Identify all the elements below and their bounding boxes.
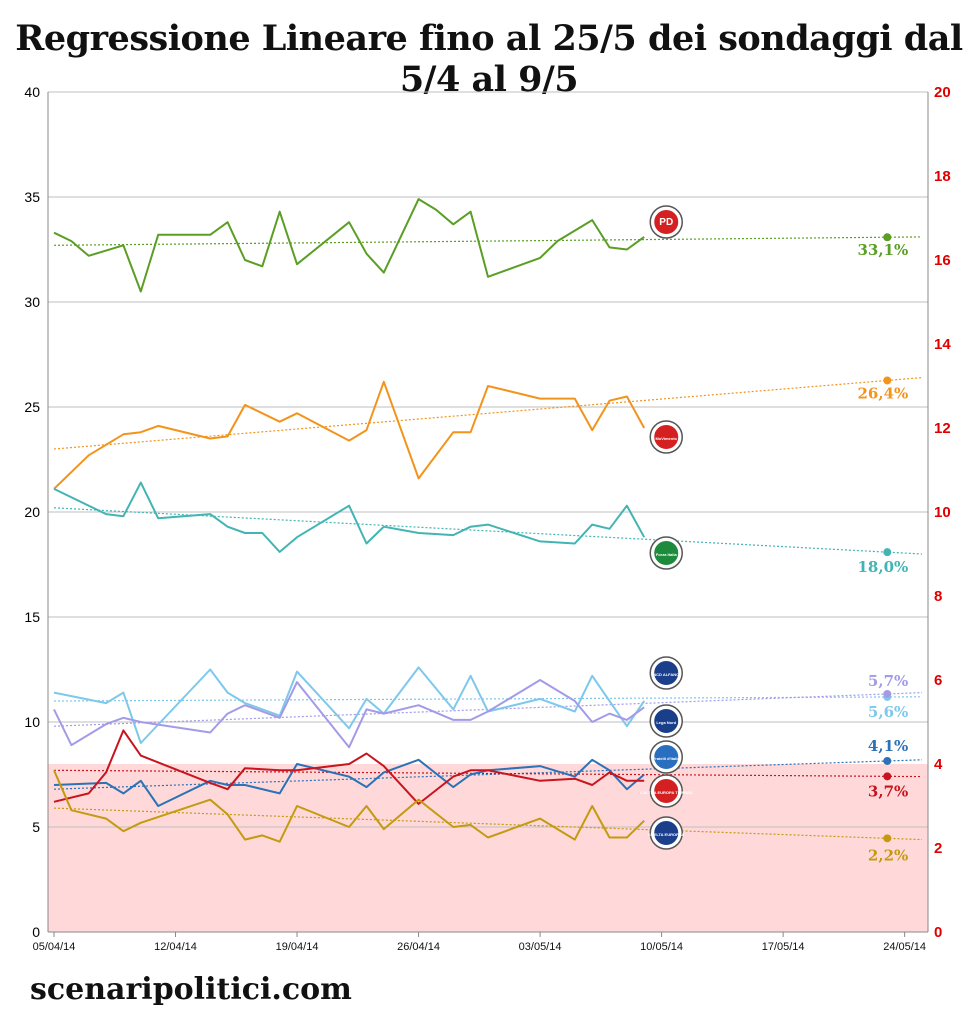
x-tick-label: 03/05/14	[519, 941, 562, 953]
series-line	[53, 769, 645, 843]
party-logo-text: PD	[659, 217, 673, 228]
end-value-label: 33,1%	[857, 241, 908, 259]
y-left-tick-label: 30	[24, 294, 40, 310]
trend-line	[53, 769, 923, 778]
party-logo-text: NCD ALFANO	[653, 672, 679, 677]
series-line	[53, 679, 645, 749]
axes	[47, 92, 929, 933]
end-marker	[883, 233, 892, 242]
x-tick-label: 10/05/14	[640, 941, 683, 953]
y-right-tick-label: 10	[934, 504, 951, 521]
party-logo-icon: L'ALTRA EUROPA TSIPRAS	[640, 774, 693, 808]
y-right-tick-label: 12	[934, 420, 951, 437]
threshold-band	[48, 764, 928, 932]
party-logo-text: MoVimento	[655, 436, 677, 441]
trend-line	[53, 807, 923, 841]
site-footer: scenaripolitici.com	[30, 972, 352, 1007]
party-logo-disc	[653, 424, 680, 450]
y-right-tick-label: 16	[934, 252, 951, 269]
party-logo-icon: Forza Italia	[649, 536, 683, 570]
x-tick-label: 17/05/14	[762, 941, 805, 953]
party-logo-icon: Lega Nord	[649, 704, 683, 738]
trend-line	[53, 759, 923, 790]
y-right-tick-label: 20	[934, 84, 951, 101]
y-left-tick-label: 5	[32, 819, 40, 835]
end-marker	[883, 834, 892, 843]
end-value-label: 3,7%	[868, 782, 908, 800]
end-marker	[883, 376, 892, 385]
chart-title: Regressione Lineare fino al 25/5 dei son…	[15, 18, 963, 100]
series-lines	[53, 198, 646, 843]
x-tick-label: 19/04/14	[276, 941, 319, 953]
y-left-tick-label: 25	[24, 399, 40, 415]
end-value-label: 26,4%	[857, 384, 908, 402]
party-logo-text: Fratelli d'Italia	[653, 756, 681, 761]
y-right-tick-label: 18	[934, 168, 951, 185]
party-logo-disc	[653, 820, 680, 846]
party-logo-disc	[653, 540, 680, 566]
party-logo-text: Forza Italia	[656, 552, 678, 557]
end-value-label: 5,6%	[868, 703, 908, 721]
party-logo-text: SCELTA EUROPEA	[648, 832, 684, 837]
series-line	[53, 380, 646, 490]
party-logo-icon: NCD ALFANO	[649, 656, 683, 690]
x-tick-label: 12/04/14	[154, 941, 197, 953]
y-left-tick-label: 40	[24, 84, 40, 100]
series-line	[53, 729, 645, 805]
party-logo-icon: MoVimento	[649, 420, 683, 454]
grid-lines	[48, 91, 928, 933]
end-marker	[883, 689, 892, 698]
trend-line	[53, 507, 923, 555]
end-value-label: 2,2%	[868, 846, 908, 864]
y-left-tick-label: 20	[24, 504, 40, 520]
end-marker	[883, 756, 892, 765]
party-logo-disc	[653, 708, 680, 734]
tick-labels: 0 5 10 15 20 25 30 35 40 0 2 4 6 8 10 12 14 16 18 20 05/04/1…	[24, 84, 951, 953]
trend-lines	[53, 236, 923, 841]
y-right-tick-label: 2	[934, 840, 942, 857]
y-right-tick-label: 0	[934, 924, 942, 941]
end-labels: 33,1% 26,4% 18,0% 5,6% 5,7% 4,1% 3,7% 2,2%	[857, 241, 908, 864]
y-left-tick-label: 35	[24, 189, 40, 205]
party-logo-text: L'ALTRA EUROPA TSIPRAS	[640, 790, 693, 795]
y-right-tick-label: 4	[934, 756, 943, 773]
x-tick-label: 24/05/14	[883, 941, 926, 953]
party-logo-disc	[653, 660, 680, 686]
party-logos: PD MoVimento Forza Italia NCD ALFANO Lega No…	[640, 205, 693, 850]
trend-line	[53, 236, 923, 246]
party-logo-icon: PD	[649, 205, 683, 239]
end-marker	[883, 548, 892, 557]
y-right-tick-label: 14	[934, 336, 951, 353]
y-right-tick-label: 8	[934, 588, 942, 605]
party-logo-disc	[653, 209, 680, 235]
party-logo-disc	[653, 778, 680, 804]
end-value-label: 5,7%	[868, 672, 908, 690]
y-left-tick-label: 15	[24, 609, 40, 625]
threshold-band-rect	[48, 764, 928, 932]
series-line	[53, 666, 646, 744]
trend-line	[53, 377, 923, 450]
x-tick-label: 26/04/14	[397, 941, 440, 953]
trend-line	[53, 692, 923, 727]
party-logo-disc	[653, 744, 680, 770]
end-marker	[883, 772, 892, 781]
end-value-label: 4,1%	[868, 737, 908, 755]
x-tick-label: 05/04/14	[33, 941, 76, 953]
series-line	[53, 758, 645, 807]
party-logo-text: Lega Nord	[656, 720, 676, 725]
end-markers	[883, 233, 892, 843]
y-left-tick-label: 10	[24, 714, 40, 730]
party-logo-icon: Fratelli d'Italia	[649, 740, 683, 774]
party-logo-icon: SCELTA EUROPEA	[648, 816, 684, 850]
series-line	[53, 198, 645, 293]
y-right-tick-label: 6	[934, 672, 942, 689]
y-left-tick-label: 0	[32, 924, 40, 940]
series-line	[53, 481, 646, 553]
trend-line	[53, 696, 923, 702]
end-value-label: 18,0%	[857, 558, 908, 576]
